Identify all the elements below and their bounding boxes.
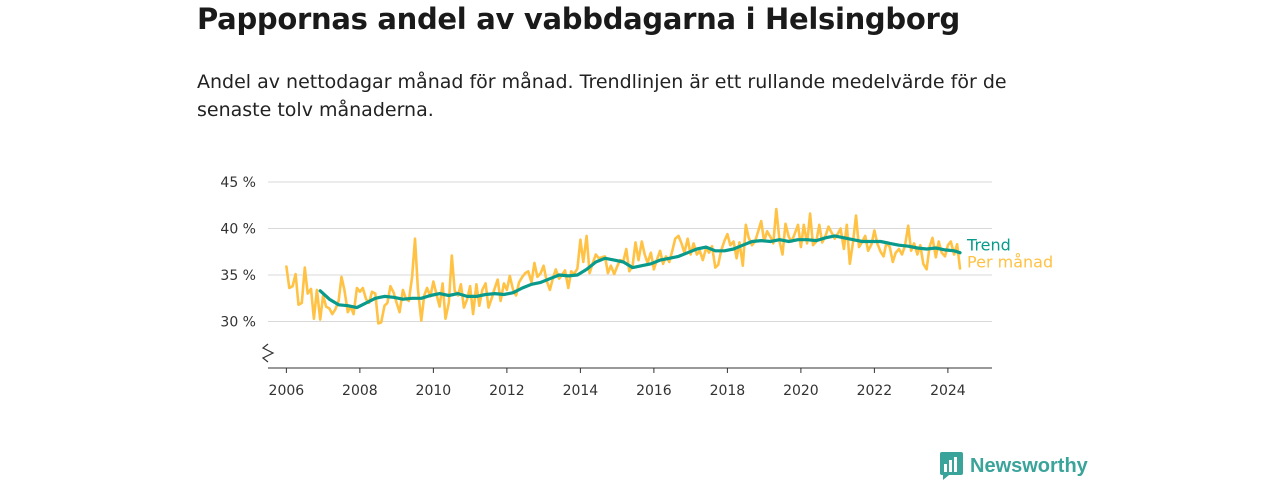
trend-label: Trend (966, 236, 1011, 255)
axis-break-icon (261, 343, 275, 363)
x-tick-label: 2022 (857, 383, 893, 399)
x-tick-label: 2018 (710, 383, 746, 399)
x-tick-label: 2006 (269, 383, 305, 399)
series-lines (285, 207, 962, 325)
x-tick-label: 2010 (416, 383, 452, 399)
y-tick-label: 40 % (220, 222, 256, 238)
newsworthy-logo: Newsworthy (940, 452, 1088, 480)
x-tick-label: 2016 (636, 383, 672, 399)
x-tick-label: 2020 (783, 383, 819, 399)
x-axis (261, 343, 992, 373)
newsworthy-logo-icon (940, 452, 963, 480)
y-tick-label: 35 % (220, 268, 256, 284)
brand-name: Newsworthy (970, 454, 1088, 477)
y-axis-tick-labels: 30 % 35 % 40 % 45 % (220, 175, 256, 331)
trend-line (318, 234, 962, 310)
x-tick-label: 2012 (489, 383, 525, 399)
x-tick-label: 2008 (342, 383, 378, 399)
x-axis-tick-labels: 2006 2008 2010 2012 2014 2016 2018 2020 2022 2024 (269, 383, 966, 399)
x-tick-label: 2024 (930, 383, 966, 399)
chart-subtitle: Andel av nettodagar månad för månad. Tre… (197, 71, 1007, 121)
x-tick-label: 2014 (563, 383, 599, 399)
monthly-label: Per månad (967, 253, 1053, 272)
grid-lines (268, 181, 992, 322)
y-tick-label: 45 % (220, 175, 256, 191)
page-title: Pappornas andel av vabbdagarna i Helsing… (197, 2, 960, 36)
y-tick-label: 30 % (220, 315, 256, 331)
monthly-line (285, 207, 962, 325)
